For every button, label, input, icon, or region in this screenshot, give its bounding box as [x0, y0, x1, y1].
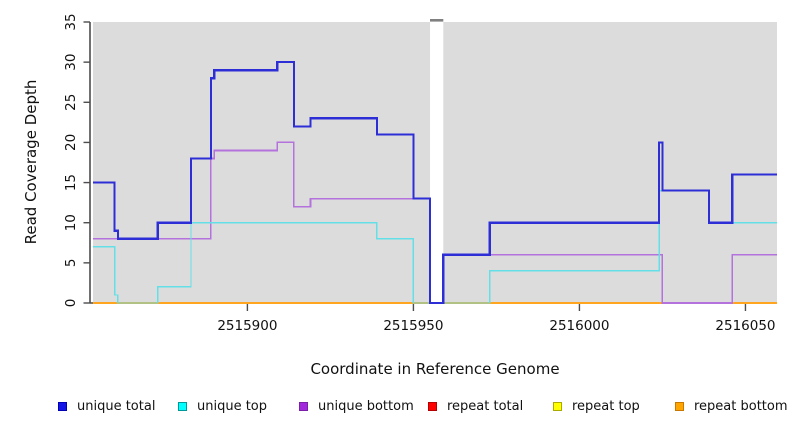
y-tick-label: 25: [63, 94, 79, 111]
x-tick-label: 2515900: [217, 318, 277, 334]
y-tick-label: 15: [63, 174, 79, 191]
x-tick-label: 2516050: [715, 318, 775, 334]
gap-band: [430, 19, 444, 303]
gap-band-cap: [430, 19, 444, 22]
y-tick-label: 35: [63, 13, 79, 30]
y-tick-label: 10: [63, 214, 79, 231]
series-line-unique-bottom: [93, 141, 777, 304]
y-tick-label: 5: [63, 259, 79, 268]
x-axis-title: Coordinate in Reference Genome: [310, 360, 560, 378]
y-tick-label: 20: [63, 134, 79, 151]
x-tick-label: 2516000: [549, 318, 609, 334]
x-tick-label: 2515950: [383, 318, 443, 334]
y-tick-label: 0: [63, 299, 79, 308]
y-tick-label: 30: [63, 54, 79, 71]
series-line-unique-total: [93, 61, 777, 305]
y-axis-title: Read Coverage Depth: [22, 79, 40, 245]
